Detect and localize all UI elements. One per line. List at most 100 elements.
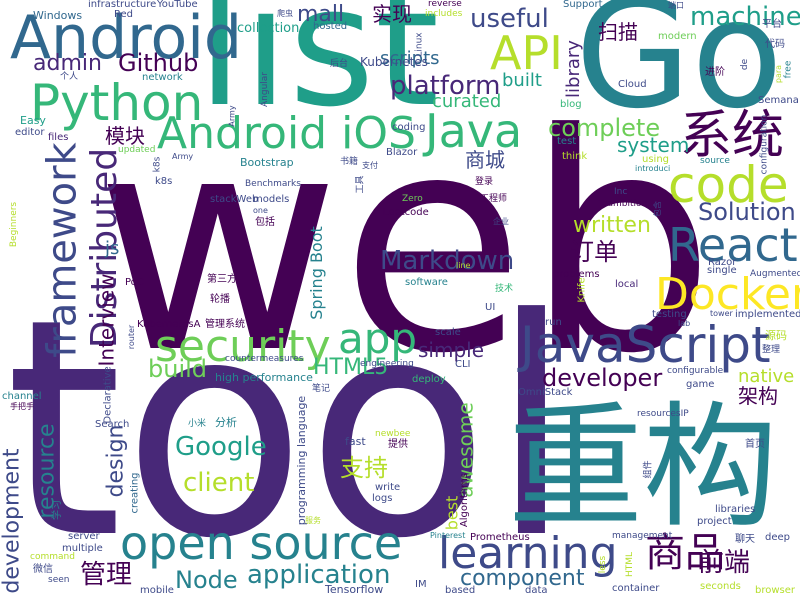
word-houtai: 后台 [330,59,349,69]
word-jinjie: 进阶 [705,67,725,78]
word-baohan: de [740,58,751,71]
word-tool: tool [5,255,574,600]
word-code: code [668,156,789,214]
word-container: container [612,583,660,594]
word-de: Search [95,419,130,430]
word-built: built [502,70,542,91]
word-pachong: 爬虫 [277,9,293,18]
word-app: app [338,314,418,363]
word-web: web [95,70,716,419]
word-python: Python [30,74,204,132]
word-think: think [562,151,588,162]
word-run: run [545,317,562,328]
word-algorithms: Algorithms [459,472,471,528]
word-pingtai: 平台 [762,19,782,30]
word-github: Github [118,49,199,77]
word-jishu: 技术 [495,284,514,294]
word-less: less [598,555,609,574]
word-hosted: hosted [313,21,348,32]
word-newbee: newbee [375,429,411,439]
word-disanfang: 第三方 [207,274,237,285]
word-weixin: 微信 [33,564,53,575]
word-shuji: 书籍 [340,157,359,167]
word-libraries: libraries [715,504,756,515]
word-zhichi: 支持 [340,454,388,482]
word-ui: UI [485,302,496,313]
word-pinterest: Pinterest [430,531,466,540]
word-beginners: Beginners [9,201,20,248]
word-scripts: scripts [380,48,440,69]
word-single: single [707,265,737,276]
word-benchmarks: Benchmarks [245,179,301,189]
word-command: command [30,552,75,562]
word-written: written [573,213,651,238]
word-includes: includes [425,9,463,19]
word-network: network [142,72,183,83]
word-updated: updated [118,145,156,155]
word-configuration: configuration [759,114,770,175]
word-easy: Easy [20,114,46,127]
word-source: source [700,156,730,166]
word-shixian: 实现 [372,2,412,26]
word-editor: editor [15,127,45,138]
word-coding: coding [392,122,426,133]
word-modern: modern [658,31,697,42]
word-shoubashou: 手把手 [10,402,34,411]
word-blog: blog [560,99,582,110]
word-local: local [615,279,639,290]
word-simple: simple [418,338,485,362]
word-line: stackWeb [210,194,259,205]
word-shangcheng: 商城 [465,148,505,172]
word-deep: deep [765,532,790,543]
word-k8s: k8s [152,156,163,173]
word-geren: 个人 [60,72,79,82]
word-bootstrap: Bootstrap [240,156,294,169]
word-qiye: 企业 [493,217,509,226]
word-fenxi: 分析 [215,416,237,429]
word-react: React [668,218,798,272]
word-models: models [253,194,290,205]
word-configurable: configurable [667,366,724,376]
word-reverse: reverse [428,0,462,9]
word-resourcesip: resourcesIP [637,409,689,419]
word-lab: lab [678,319,691,328]
word-channel: channel [2,391,42,402]
word-high-performance: high performance [215,371,313,384]
word-implemented: implemented [735,309,800,320]
word-guanli: 管理 [80,560,133,590]
word-jiagou: 架构 [738,384,778,408]
word-im: IM [415,579,427,590]
word-logs: logs [372,493,393,504]
word-stackweb: Army [172,152,194,161]
word-platform: platform [390,71,501,101]
word-zero: Zero [402,194,423,204]
word-augmented: Augmented [750,269,800,279]
word-youtube: YouTube [157,0,198,10]
word-router: router [127,324,137,350]
word-xuexi: 学习 [52,500,63,520]
word-blazor: Blazor [386,147,418,158]
word-design: design [103,424,129,498]
word-solution: Solution [698,198,796,226]
word-node: Node [175,566,238,594]
word-chonggou: 重构 [508,389,778,546]
word-problems: problems [553,269,600,280]
word-management: management [612,531,673,541]
word-shangpin: 商品 [645,530,725,576]
word-machine: machine [690,2,800,32]
word-free: Knife [576,277,588,303]
word-game: game [686,379,715,390]
word-application: application [247,560,391,590]
word-html5: HTML5 [313,355,389,380]
word-browser: browser [755,585,796,596]
word-creating: creating [129,472,141,514]
word-qianduan: 前端 [698,548,751,578]
word-testing: testing [652,309,687,320]
word-api: API [490,26,563,80]
word-xiaomi: 小米 [188,419,207,429]
word-mokuai: 模块 [105,124,145,148]
word-library: library [562,40,584,98]
word-declarative: Declarative [102,366,114,424]
word-teambition: Teambition [598,199,648,209]
